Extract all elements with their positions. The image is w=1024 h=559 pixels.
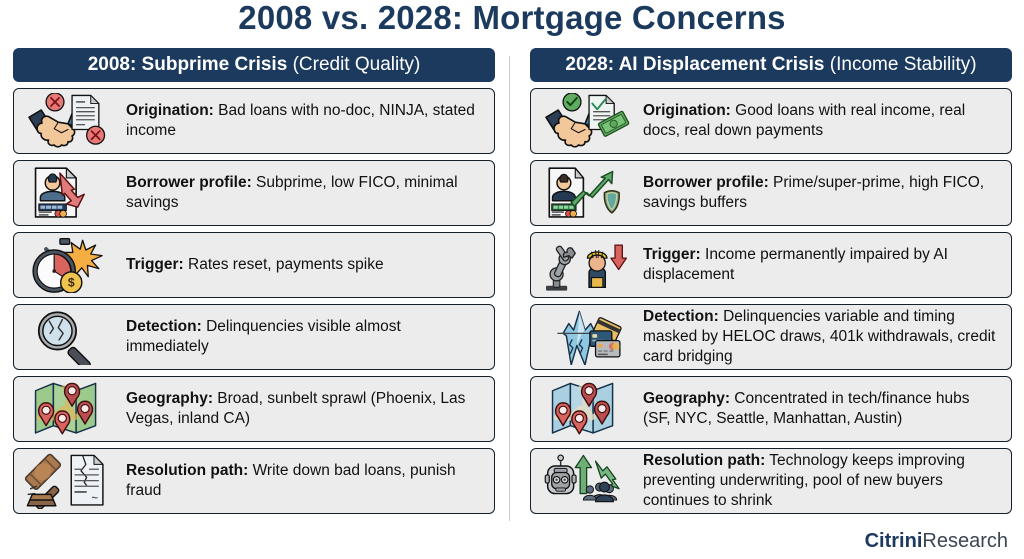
svg-text:$: $ [68, 276, 75, 290]
